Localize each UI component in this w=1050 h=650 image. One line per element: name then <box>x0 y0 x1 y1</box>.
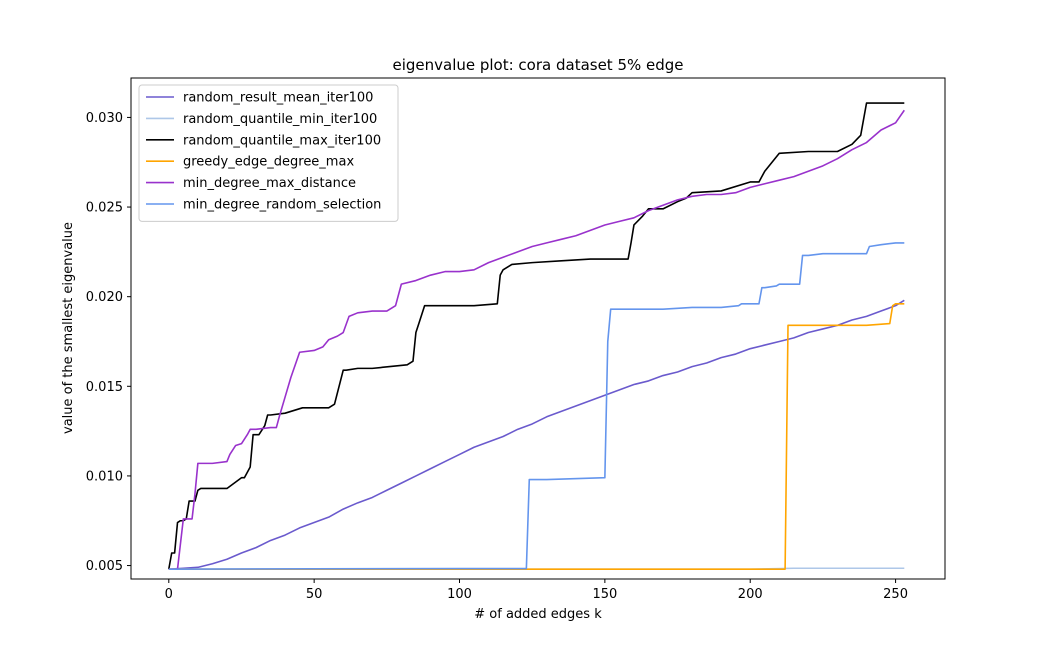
x-axis-label: # of added edges k <box>474 607 602 622</box>
x-tick-label: 0 <box>165 587 173 602</box>
legend-entry-label: min_degree_max_distance <box>183 176 356 191</box>
y-tick-label: 0.010 <box>86 469 123 484</box>
series-line-min_degree_random_selection <box>168 242 905 570</box>
y-tick-label: 0.025 <box>86 201 123 216</box>
x-tick-label: 150 <box>592 587 617 602</box>
legend-entry-label: random_quantile_max_iter100 <box>183 133 381 148</box>
x-tick-label: 50 <box>306 587 323 602</box>
y-axis-label: value of the smallest eigenvalue <box>61 222 76 434</box>
x-tick-label: 250 <box>883 587 908 602</box>
y-tick-label: 0.015 <box>86 380 123 395</box>
y-tick-label: 0.020 <box>86 290 123 305</box>
x-tick-label: 100 <box>447 587 472 602</box>
legend-box <box>138 84 399 222</box>
x-axis: 0 50 100 150 200 250 <box>165 579 908 602</box>
legend: random_result_mean_iter100 random_quantil… <box>138 84 399 222</box>
y-tick-label: 0.030 <box>86 111 123 126</box>
legend-entry-label: random_result_mean_iter100 <box>183 91 373 106</box>
legend-entry-label: random_quantile_min_iter100 <box>183 112 377 127</box>
plot-lines <box>168 102 905 570</box>
y-axis: 0.005 0.010 0.015 0.020 0.025 0.030 <box>86 111 131 574</box>
x-tick-label: 200 <box>738 587 763 602</box>
legend-entry-label: greedy_edge_degree_max <box>183 155 354 170</box>
series-line-random_result_mean_iter100 <box>168 299 905 570</box>
y-tick-label: 0.005 <box>86 559 123 574</box>
plot-frame <box>130 77 946 580</box>
chart-title: eigenvalue plot: cora dataset 5% edge <box>392 56 683 74</box>
legend-entry-label: min_degree_random_selection <box>183 198 381 213</box>
series-line-min_degree_max_distance <box>168 109 905 570</box>
series-line-random_quantile_max_iter100 <box>168 102 905 570</box>
